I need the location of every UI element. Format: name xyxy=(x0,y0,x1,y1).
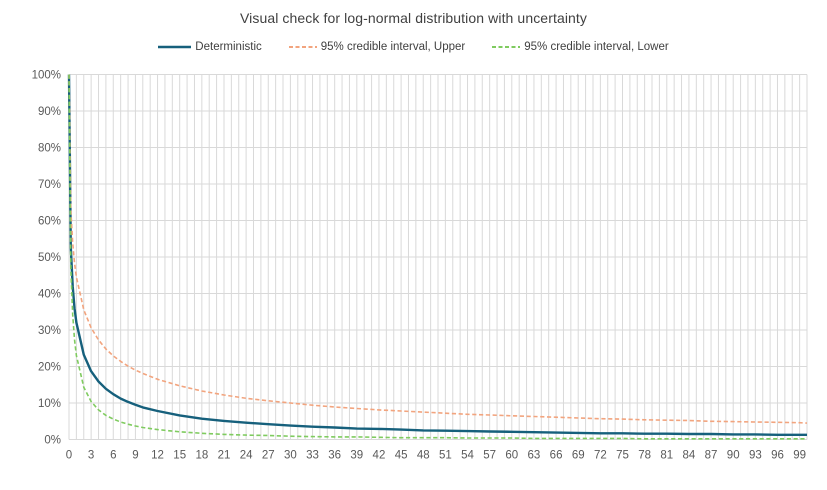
series-line-95-credible-interval-lower xyxy=(68,74,807,440)
legend-line-swatch-icon xyxy=(492,44,521,50)
x-tick-label: 36 xyxy=(328,450,341,462)
y-tick-label: 60% xyxy=(38,216,61,228)
y-tick-label: 100% xyxy=(32,70,61,82)
x-tick-label: 69 xyxy=(572,450,585,462)
y-tick-label: 40% xyxy=(38,289,61,301)
x-tick-label: 78 xyxy=(638,450,651,462)
legend-item-lower-interval[interactable]: 95% credible interval, Lower xyxy=(492,41,669,53)
x-tick-label: 87 xyxy=(705,450,718,462)
x-tick-label: 99 xyxy=(793,450,806,462)
x-tick-label: 72 xyxy=(594,450,607,462)
x-tick-label: 93 xyxy=(749,450,762,462)
legend-label: 95% credible interval, Upper xyxy=(320,41,466,53)
x-tick-label: 18 xyxy=(195,450,208,462)
x-tick-label: 42 xyxy=(373,450,386,462)
x-tick-label: 51 xyxy=(439,450,452,462)
x-tick-label: 15 xyxy=(173,450,186,462)
x-tick-label: 33 xyxy=(306,450,319,462)
x-tick-label: 81 xyxy=(660,450,673,462)
x-tick-label: 21 xyxy=(218,450,231,462)
legend-label: 95% credible interval, Lower xyxy=(524,41,669,53)
legend-label: Deterministic xyxy=(195,41,262,53)
x-tick-label: 90 xyxy=(727,450,740,462)
y-tick-label: 80% xyxy=(38,143,61,155)
x-tick-label: 84 xyxy=(683,450,696,462)
x-tick-label: 57 xyxy=(483,450,496,462)
x-tick-label: 54 xyxy=(461,450,474,462)
x-tick-label: 48 xyxy=(417,450,430,462)
x-tick-label: 6 xyxy=(110,450,116,462)
legend-item-deterministic[interactable]: Deterministic xyxy=(158,41,262,53)
y-tick-label: 10% xyxy=(38,398,61,410)
x-tick-label: 96 xyxy=(771,450,784,462)
x-tick-label: 9 xyxy=(132,450,138,462)
legend-line-swatch-icon xyxy=(158,44,192,50)
y-tick-label: 20% xyxy=(38,362,61,374)
chart-title: Visual check for log-normal distribution… xyxy=(239,10,588,26)
y-tick-label: 0% xyxy=(44,435,61,447)
x-tick-label: 24 xyxy=(240,450,253,462)
y-tick-label: 50% xyxy=(38,252,61,264)
y-tick-label: 30% xyxy=(38,325,61,337)
y-tick-label: 70% xyxy=(38,179,61,191)
series-line-deterministic xyxy=(67,74,807,436)
x-tick-label: 60 xyxy=(505,450,518,462)
x-tick-label: 30 xyxy=(284,450,297,462)
x-tick-label: 45 xyxy=(395,450,408,462)
x-tick-label: 75 xyxy=(616,450,629,462)
x-tick-label: 0 xyxy=(66,450,72,462)
x-tick-label: 39 xyxy=(350,450,363,462)
x-tick-label: 27 xyxy=(262,450,275,462)
chart-legend: Deterministic 95% credible interval, Upp… xyxy=(0,38,827,56)
legend-line-swatch-icon xyxy=(288,44,317,50)
x-tick-label: 12 xyxy=(151,450,164,462)
x-tick-label: 3 xyxy=(88,450,94,462)
series-line-95-credible-interval-upper xyxy=(68,74,808,424)
x-tick-label: 66 xyxy=(550,450,563,462)
y-tick-label: 90% xyxy=(38,106,61,118)
x-tick-label: 63 xyxy=(528,450,541,462)
legend-item-upper-interval[interactable]: 95% credible interval, Upper xyxy=(288,41,466,53)
